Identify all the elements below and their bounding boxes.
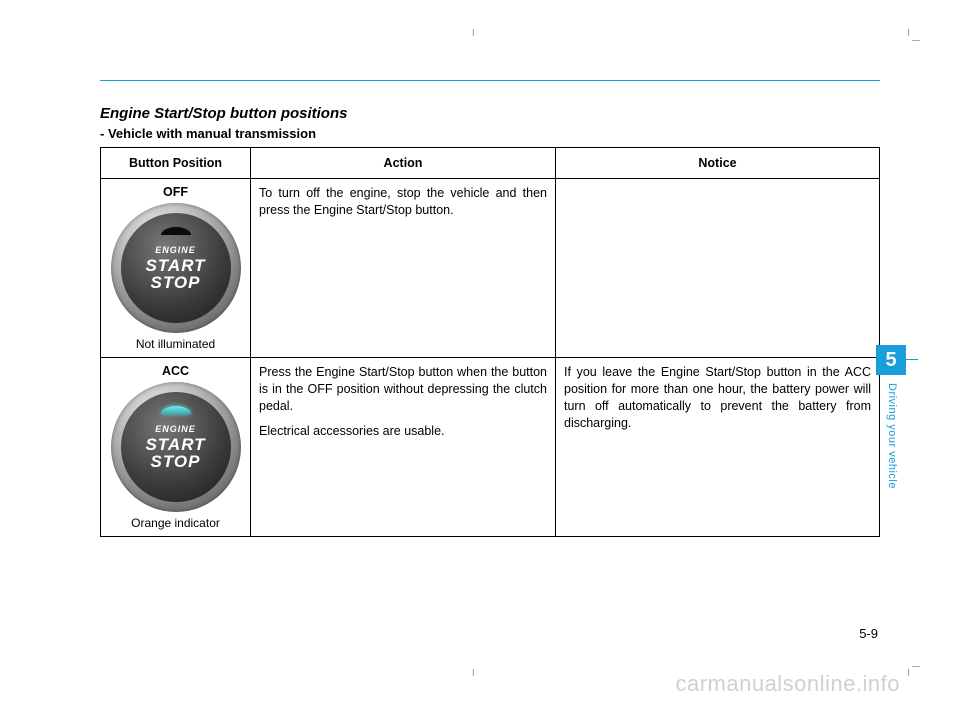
chapter-title: Driving your vehicle — [886, 383, 898, 489]
position-label: ACC — [109, 364, 242, 382]
engine-text: ENGINE — [155, 424, 196, 434]
start-text: START — [145, 257, 205, 274]
column-header-action: Action — [251, 148, 556, 179]
position-label: OFF — [109, 185, 242, 203]
crop-dash — [912, 666, 920, 667]
engine-text: ENGINE — [155, 245, 196, 255]
engine-button-face: ENGINE START STOP — [121, 392, 231, 502]
button-position-cell: ACC ENGINE START STOP Orange indicator — [101, 358, 251, 537]
header-rule — [100, 80, 880, 81]
table-row: OFF ENGINE START STOP Not illuminated To… — [101, 179, 880, 358]
action-paragraph: Electrical accessories are usable. — [259, 423, 547, 440]
indicator-light-icon — [161, 406, 191, 414]
crop-dash — [912, 40, 920, 41]
indicator-caption: Not illuminated — [109, 333, 242, 351]
section-subtitle: - Vehicle with manual transmission — [100, 126, 880, 141]
watermark: carmanualsonline.info — [675, 671, 900, 697]
section-title: Engine Start/Stop button positions — [100, 105, 880, 122]
column-header-notice: Notice — [556, 148, 880, 179]
notice-paragraph: If you leave the Engine Start/Stop butto… — [564, 364, 871, 432]
notice-cell: If you leave the Engine Start/Stop butto… — [556, 358, 880, 537]
action-cell: To turn off the engine, stop the vehicle… — [251, 179, 556, 358]
start-text: START — [145, 436, 205, 453]
notice-cell — [556, 179, 880, 358]
crop-mark: I — [907, 668, 910, 679]
indicator-light-icon — [161, 227, 191, 235]
crop-mark: I — [472, 668, 475, 679]
stop-text: STOP — [151, 274, 201, 291]
column-header-position: Button Position — [101, 148, 251, 179]
chapter-tab-rule — [906, 359, 918, 360]
crop-mark: I — [472, 28, 475, 39]
action-paragraph: Press the Engine Start/Stop button when … — [259, 364, 547, 415]
crop-mark: I — [907, 28, 910, 39]
engine-button-graphic: ENGINE START STOP — [111, 382, 241, 512]
action-cell: Press the Engine Start/Stop button when … — [251, 358, 556, 537]
chapter-number: 5 — [876, 345, 906, 375]
page-number: 5-9 — [859, 626, 878, 641]
engine-button-face: ENGINE START STOP — [121, 213, 231, 323]
action-paragraph: To turn off the engine, stop the vehicle… — [259, 185, 547, 219]
stop-text: STOP — [151, 453, 201, 470]
indicator-caption: Orange indicator — [109, 512, 242, 530]
button-position-cell: OFF ENGINE START STOP Not illuminated — [101, 179, 251, 358]
table-row: ACC ENGINE START STOP Orange indicator P… — [101, 358, 880, 537]
page-content: Engine Start/Stop button positions - Veh… — [100, 80, 880, 647]
chapter-tab: 5 Driving your vehicle — [876, 345, 906, 489]
positions-table: Button Position Action Notice OFF ENGINE… — [100, 147, 880, 537]
engine-button-graphic: ENGINE START STOP — [111, 203, 241, 333]
